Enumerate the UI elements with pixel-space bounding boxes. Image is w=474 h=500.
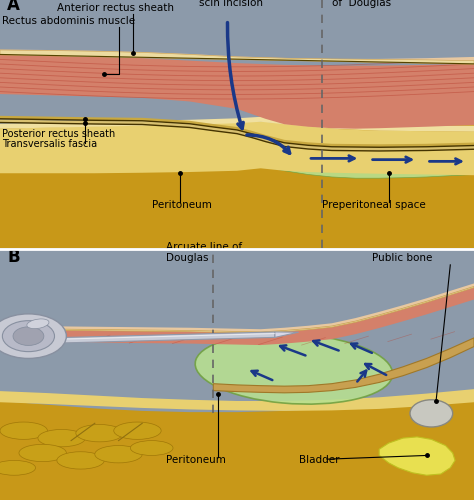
Text: Posterior rectus sheath: Posterior rectus sheath <box>2 130 116 140</box>
Text: Peritoneum: Peritoneum <box>152 200 211 210</box>
Ellipse shape <box>2 320 55 352</box>
Polygon shape <box>0 284 474 333</box>
Polygon shape <box>246 134 474 178</box>
Polygon shape <box>0 116 474 148</box>
Polygon shape <box>0 286 474 333</box>
Text: Transversalis fascia: Transversalis fascia <box>2 140 98 149</box>
Ellipse shape <box>27 319 49 328</box>
Polygon shape <box>213 338 474 393</box>
Text: Infraumbilical
scin incision: Infraumbilical scin incision <box>199 0 271 8</box>
Text: Arcuate line of
Douglas: Arcuate line of Douglas <box>166 242 242 263</box>
Ellipse shape <box>76 424 123 442</box>
Polygon shape <box>0 287 474 345</box>
Ellipse shape <box>95 446 142 463</box>
Polygon shape <box>379 437 455 475</box>
Polygon shape <box>0 389 474 411</box>
Polygon shape <box>0 122 474 175</box>
Text: Anterior rectus sheath: Anterior rectus sheath <box>57 3 174 13</box>
Polygon shape <box>0 54 474 128</box>
Ellipse shape <box>130 440 173 456</box>
Text: Preperitoneal space: Preperitoneal space <box>322 200 426 210</box>
Polygon shape <box>0 117 474 132</box>
Text: Rectus abdominis muscle: Rectus abdominis muscle <box>2 16 136 26</box>
Text: Arcuate line
of  Douglas: Arcuate line of Douglas <box>332 0 394 8</box>
Text: Peritoneum: Peritoneum <box>166 455 226 465</box>
Polygon shape <box>0 332 275 344</box>
Text: A: A <box>7 0 20 14</box>
Text: B: B <box>7 248 20 266</box>
Polygon shape <box>275 332 299 338</box>
Ellipse shape <box>410 400 453 427</box>
Ellipse shape <box>195 334 392 404</box>
Ellipse shape <box>0 422 47 440</box>
Polygon shape <box>0 124 474 248</box>
Ellipse shape <box>0 314 66 358</box>
Ellipse shape <box>0 460 36 475</box>
Ellipse shape <box>114 422 161 440</box>
Polygon shape <box>0 50 474 64</box>
Text: Bladder: Bladder <box>299 455 339 465</box>
Polygon shape <box>0 120 474 151</box>
Ellipse shape <box>13 327 44 345</box>
Polygon shape <box>0 396 474 500</box>
Text: Public bone: Public bone <box>372 253 432 263</box>
Ellipse shape <box>57 452 104 469</box>
Ellipse shape <box>38 430 85 447</box>
Ellipse shape <box>19 444 66 462</box>
Polygon shape <box>0 50 474 64</box>
